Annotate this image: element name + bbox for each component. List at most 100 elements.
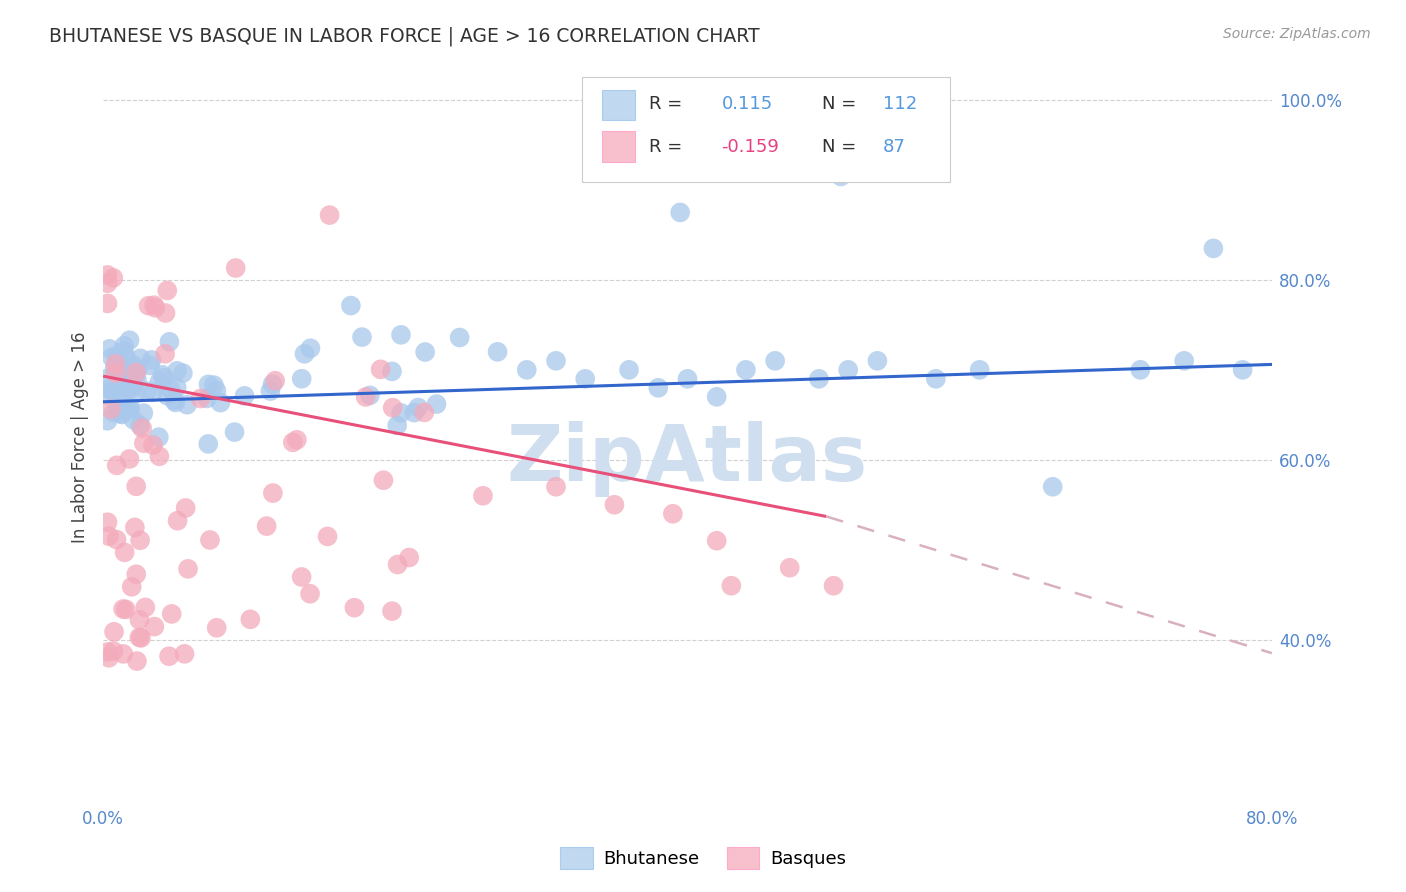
- Point: [291, 570, 314, 584]
- Point: [124, 368, 146, 383]
- Point: [544, 354, 567, 368]
- Point: [381, 364, 404, 378]
- Point: [115, 375, 138, 389]
- FancyBboxPatch shape: [582, 77, 950, 182]
- Point: [318, 208, 340, 222]
- Point: [131, 421, 153, 435]
- Point: [299, 341, 322, 355]
- Point: [413, 405, 436, 419]
- Point: [96, 371, 118, 385]
- Point: [398, 550, 420, 565]
- Point: [425, 397, 447, 411]
- Point: [122, 358, 145, 372]
- Point: [110, 407, 132, 421]
- Point: [262, 377, 284, 392]
- Point: [359, 388, 381, 402]
- Point: [96, 645, 118, 659]
- Point: [1173, 354, 1195, 368]
- Point: [104, 366, 127, 380]
- Point: [107, 401, 129, 416]
- Point: [125, 366, 148, 380]
- Point: [155, 306, 177, 320]
- Point: [101, 351, 124, 365]
- Point: [114, 545, 136, 559]
- Point: [112, 339, 135, 353]
- Text: N =: N =: [823, 137, 856, 155]
- Point: [316, 529, 339, 543]
- Point: [177, 562, 200, 576]
- Text: N =: N =: [823, 95, 856, 112]
- Point: [122, 412, 145, 426]
- Point: [112, 363, 135, 377]
- Point: [103, 271, 125, 285]
- Point: [1232, 363, 1254, 377]
- Point: [763, 354, 786, 368]
- Point: [285, 433, 308, 447]
- Point: [125, 373, 148, 387]
- Point: [124, 386, 146, 401]
- Point: [157, 649, 180, 664]
- Point: [115, 360, 138, 375]
- Text: BHUTANESE VS BASQUE IN LABOR FORCE | AGE > 16 CORRELATION CHART: BHUTANESE VS BASQUE IN LABOR FORCE | AGE…: [49, 27, 759, 46]
- Point: [413, 345, 436, 359]
- Point: [173, 647, 195, 661]
- Point: [148, 450, 170, 464]
- Point: [172, 366, 194, 380]
- Point: [111, 408, 134, 422]
- Point: [166, 364, 188, 378]
- Point: [574, 372, 596, 386]
- Point: [969, 363, 991, 377]
- Point: [662, 507, 685, 521]
- Text: Source: ZipAtlas.com: Source: ZipAtlas.com: [1223, 27, 1371, 41]
- Point: [472, 489, 495, 503]
- Point: [404, 406, 426, 420]
- Point: [373, 473, 395, 487]
- Point: [205, 621, 228, 635]
- Point: [143, 619, 166, 633]
- Point: [112, 392, 135, 407]
- Point: [720, 579, 742, 593]
- Point: [239, 612, 262, 626]
- Point: [108, 372, 131, 386]
- Point: [449, 330, 471, 344]
- Point: [129, 351, 152, 366]
- Point: [544, 480, 567, 494]
- Point: [124, 520, 146, 534]
- Point: [128, 613, 150, 627]
- Point: [299, 587, 322, 601]
- Point: [138, 299, 160, 313]
- Point: [233, 389, 256, 403]
- Point: [516, 363, 538, 377]
- Point: [129, 631, 152, 645]
- Text: ZipAtlas: ZipAtlas: [508, 421, 868, 497]
- Point: [256, 519, 278, 533]
- Point: [112, 602, 135, 616]
- Point: [112, 344, 135, 359]
- Point: [142, 438, 165, 452]
- Text: 87: 87: [883, 137, 905, 155]
- Point: [385, 418, 408, 433]
- Point: [115, 350, 138, 364]
- Point: [148, 430, 170, 444]
- Point: [174, 500, 197, 515]
- Point: [122, 378, 145, 392]
- Point: [118, 452, 141, 467]
- Point: [735, 363, 758, 377]
- Point: [370, 362, 392, 376]
- Point: [125, 654, 148, 668]
- Point: [354, 390, 377, 404]
- Point: [97, 529, 120, 543]
- Point: [190, 392, 212, 406]
- Point: [118, 377, 141, 392]
- Point: [104, 357, 127, 371]
- Point: [103, 405, 125, 419]
- Point: [96, 296, 118, 310]
- Point: [617, 363, 640, 377]
- Point: [294, 347, 316, 361]
- Point: [291, 372, 314, 386]
- Point: [1042, 480, 1064, 494]
- Point: [96, 414, 118, 428]
- Point: [647, 381, 669, 395]
- Point: [150, 368, 173, 382]
- Point: [118, 402, 141, 417]
